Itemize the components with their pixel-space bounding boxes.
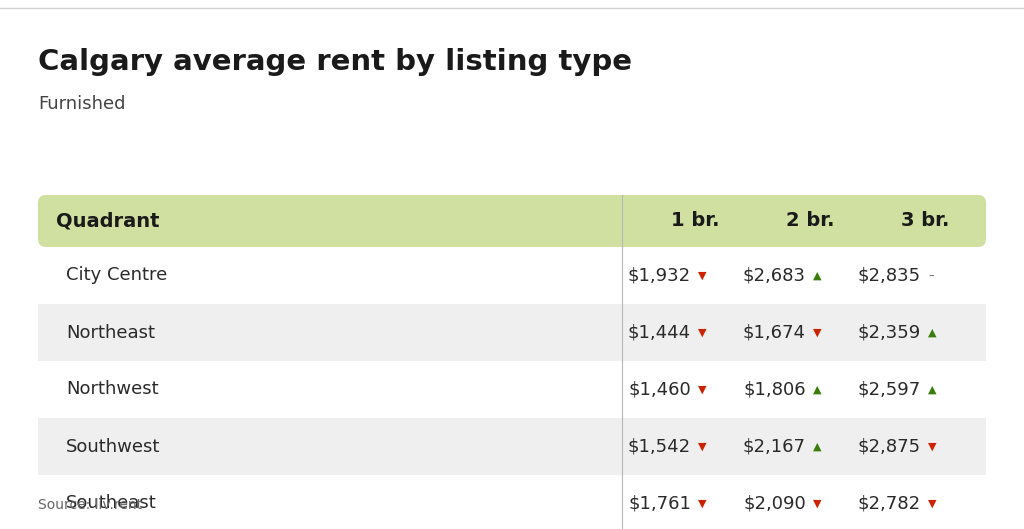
Text: ▼: ▼	[928, 498, 937, 508]
Text: Quadrant: Quadrant	[56, 212, 160, 231]
Text: City Centre: City Centre	[66, 267, 167, 285]
Text: ▼: ▼	[698, 270, 707, 280]
Text: –: –	[928, 270, 934, 280]
Text: 2 br.: 2 br.	[785, 212, 835, 231]
Text: 1 br.: 1 br.	[671, 212, 719, 231]
Text: Northwest: Northwest	[66, 380, 159, 398]
Text: $2,835: $2,835	[858, 267, 921, 285]
Text: ▼: ▼	[698, 498, 707, 508]
Text: 3 br.: 3 br.	[901, 212, 949, 231]
Text: Southwest: Southwest	[66, 437, 161, 455]
Text: ▲: ▲	[813, 442, 821, 451]
Text: $1,761: $1,761	[628, 495, 691, 513]
Text: $2,090: $2,090	[743, 495, 806, 513]
Text: ▼: ▼	[698, 385, 707, 395]
Text: ▲: ▲	[813, 385, 821, 395]
Text: Furnished: Furnished	[38, 95, 126, 113]
Bar	[38, 304, 986, 361]
Text: $2,683: $2,683	[743, 267, 806, 285]
Text: $2,359: $2,359	[858, 324, 921, 342]
Text: ▲: ▲	[928, 385, 937, 395]
Text: ▼: ▼	[813, 498, 821, 508]
Text: $1,542: $1,542	[628, 437, 691, 455]
Text: $2,597: $2,597	[858, 380, 921, 398]
Text: Southeast: Southeast	[66, 495, 157, 513]
Text: ▼: ▼	[928, 442, 937, 451]
FancyBboxPatch shape	[38, 195, 986, 247]
Bar	[38, 418, 986, 475]
Text: ▲: ▲	[928, 327, 937, 338]
Text: $2,875: $2,875	[858, 437, 921, 455]
Text: $2,167: $2,167	[743, 437, 806, 455]
Text: $2,782: $2,782	[858, 495, 921, 513]
Text: $1,674: $1,674	[743, 324, 806, 342]
Text: Calgary average rent by listing type: Calgary average rent by listing type	[38, 48, 632, 76]
Text: Source: liv.rent: Source: liv.rent	[38, 498, 142, 512]
Text: ▲: ▲	[813, 270, 821, 280]
Text: ▼: ▼	[698, 442, 707, 451]
Text: Northeast: Northeast	[66, 324, 155, 342]
Text: $1,806: $1,806	[743, 380, 806, 398]
Text: $1,932: $1,932	[628, 267, 691, 285]
Text: $1,460: $1,460	[629, 380, 691, 398]
Text: ▼: ▼	[698, 327, 707, 338]
Text: $1,444: $1,444	[628, 324, 691, 342]
Text: ▼: ▼	[813, 327, 821, 338]
